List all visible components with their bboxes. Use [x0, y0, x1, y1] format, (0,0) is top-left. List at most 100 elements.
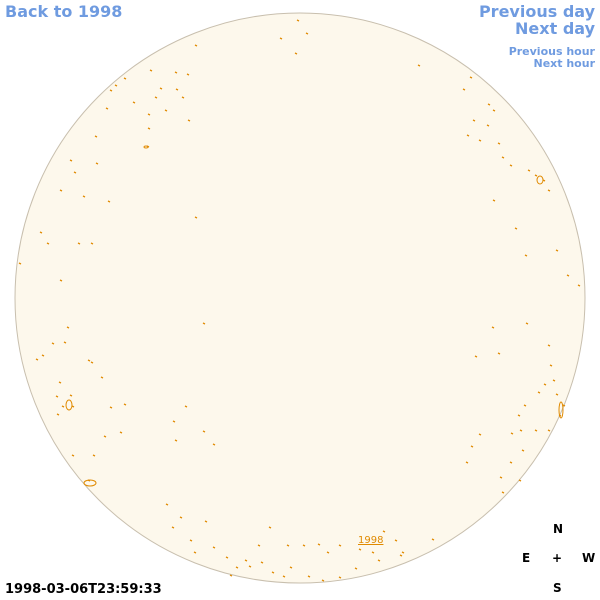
feature — [257, 544, 261, 547]
feature — [465, 461, 469, 464]
feature — [83, 479, 97, 487]
feature — [56, 413, 60, 416]
feature — [260, 561, 264, 564]
feature — [417, 64, 421, 67]
feature — [302, 544, 306, 547]
feature — [143, 145, 149, 149]
feature — [537, 391, 541, 394]
feature — [94, 135, 98, 138]
feature — [82, 195, 86, 198]
feature — [244, 559, 248, 562]
feature — [338, 544, 342, 547]
solar-disk — [14, 12, 586, 584]
feature — [470, 445, 474, 448]
feature — [175, 88, 179, 91]
feature — [174, 71, 178, 74]
feature — [103, 435, 107, 438]
feature — [547, 429, 551, 432]
previous-hour[interactable]: Previous hour — [508, 45, 595, 58]
feature — [90, 242, 94, 245]
feature — [73, 171, 77, 174]
feature — [509, 461, 513, 464]
feature — [472, 119, 476, 122]
next-day[interactable]: Next day — [515, 19, 595, 38]
feature — [305, 32, 309, 35]
features — [18, 19, 581, 582]
feature — [431, 538, 435, 541]
feature — [71, 454, 75, 457]
feature — [271, 571, 275, 574]
feature — [534, 429, 538, 432]
feature — [566, 274, 570, 277]
feature — [90, 361, 94, 364]
compass-center: + — [552, 551, 563, 565]
feature — [296, 19, 300, 22]
feature — [193, 551, 197, 554]
feature — [119, 431, 123, 434]
feature — [248, 565, 252, 568]
feature — [558, 401, 564, 419]
feature — [202, 430, 206, 433]
feature — [547, 344, 551, 347]
feature — [174, 439, 178, 442]
feature — [46, 242, 50, 245]
feature — [382, 530, 386, 533]
feature — [41, 354, 45, 357]
feature — [184, 405, 188, 408]
feature — [194, 216, 198, 219]
feature — [474, 355, 478, 358]
feature — [466, 134, 470, 137]
feature — [189, 539, 193, 542]
feature — [69, 159, 73, 162]
feature — [478, 433, 482, 436]
feature — [171, 526, 175, 529]
feature — [527, 169, 531, 172]
feature — [212, 443, 216, 446]
feature — [35, 358, 39, 361]
feature — [521, 449, 525, 452]
feature — [547, 189, 551, 192]
back-link[interactable]: Back to 1998 — [5, 2, 123, 21]
feature — [55, 395, 59, 398]
feature — [401, 551, 405, 554]
feature — [519, 429, 523, 432]
feature — [65, 399, 73, 411]
feature — [212, 546, 216, 549]
feature — [172, 420, 176, 423]
feature — [225, 556, 229, 559]
feature — [358, 548, 362, 551]
feature — [492, 109, 496, 112]
previous-day[interactable]: Previous day — [478, 2, 595, 21]
compass-east: E — [522, 551, 531, 565]
feature — [186, 73, 190, 76]
feature — [147, 127, 151, 130]
feature — [95, 162, 99, 165]
feature — [39, 231, 43, 234]
compass-north: N — [553, 522, 564, 536]
feature — [229, 574, 233, 577]
feature — [326, 551, 330, 554]
feature — [114, 84, 118, 87]
feature — [562, 404, 566, 407]
feature — [286, 544, 290, 547]
feature — [109, 89, 113, 92]
feature — [497, 352, 501, 355]
feature — [87, 359, 91, 362]
feature — [486, 124, 490, 127]
map-label[interactable]: 1998 — [358, 535, 384, 546]
feature — [164, 109, 168, 112]
feature — [499, 476, 503, 479]
compass-west: W — [582, 551, 596, 565]
next-hour[interactable]: Next hour — [533, 57, 596, 70]
feature — [514, 227, 518, 230]
feature — [371, 551, 375, 554]
feature — [66, 326, 70, 329]
feature — [59, 279, 63, 282]
feature — [59, 189, 63, 192]
feature — [147, 113, 151, 116]
feature — [307, 575, 311, 578]
feature — [525, 322, 529, 325]
feature — [394, 539, 398, 542]
feature — [524, 254, 528, 257]
